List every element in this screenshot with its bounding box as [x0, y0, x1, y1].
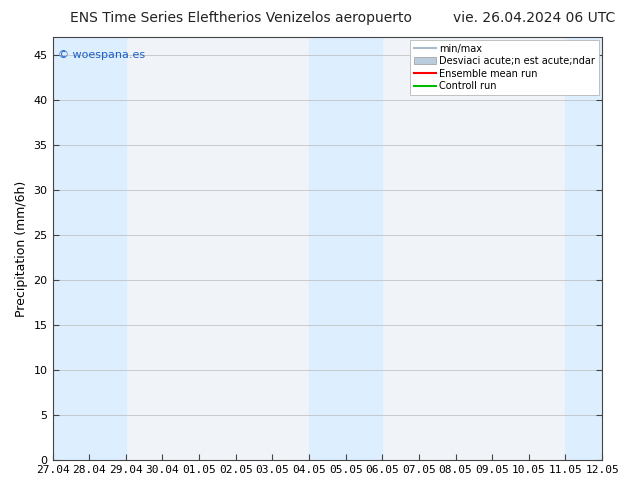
Legend: min/max, Desviaci acute;n est acute;ndar, Ensemble mean run, Controll run: min/max, Desviaci acute;n est acute;ndar…: [410, 40, 599, 95]
Bar: [309, 37, 346, 460]
Bar: [566, 37, 602, 460]
Y-axis label: Precipitation (mm/6h): Precipitation (mm/6h): [15, 180, 28, 317]
Bar: [346, 37, 382, 460]
Text: ENS Time Series Eleftherios Venizelos aeropuerto: ENS Time Series Eleftherios Venizelos ae…: [70, 11, 412, 25]
Bar: [53, 37, 89, 460]
Text: © woespana.es: © woespana.es: [58, 50, 145, 60]
Bar: [89, 37, 126, 460]
Text: vie. 26.04.2024 06 UTC: vie. 26.04.2024 06 UTC: [453, 11, 615, 25]
